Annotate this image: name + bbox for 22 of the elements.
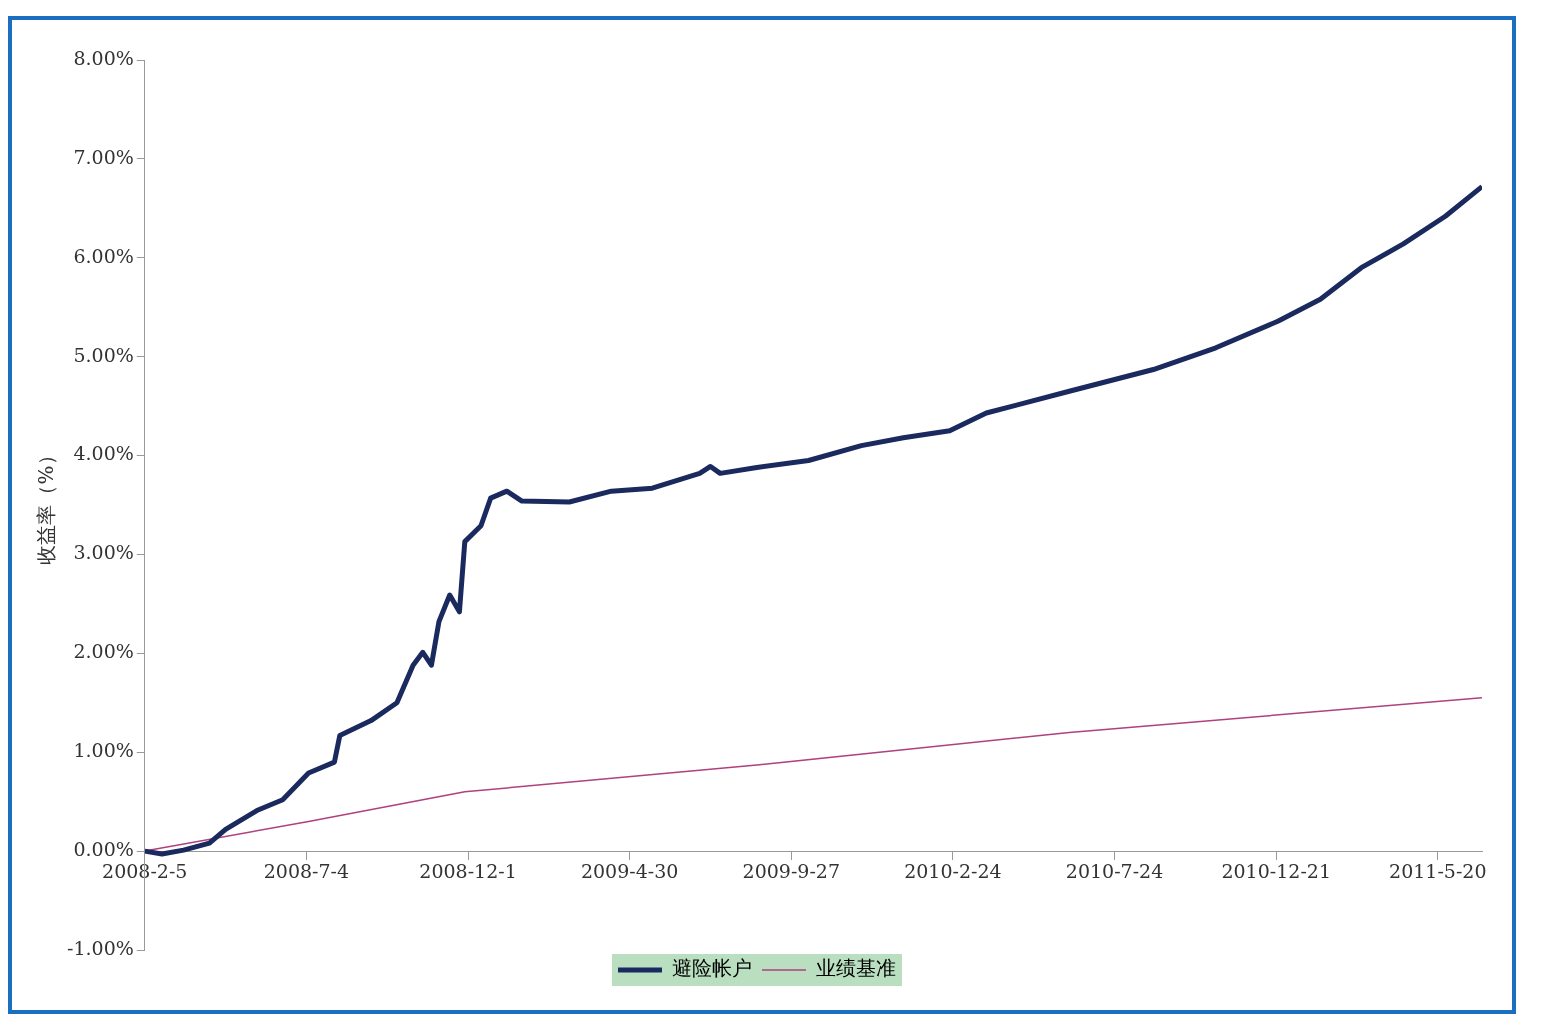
y-tick-label: 8.00% — [73, 46, 134, 69]
y-tick-label: 2.00% — [73, 640, 134, 663]
y-tick-label: 6.00% — [73, 244, 134, 267]
x-tick-label: 2010-2-24 — [904, 860, 1002, 883]
x-tick-label: 2010-12-21 — [1221, 860, 1331, 883]
legend-label: 业绩基准 — [816, 956, 896, 981]
x-tick-label: 2008-12-1 — [419, 860, 517, 883]
x-tick-label: 2009-4-30 — [580, 860, 679, 883]
y-tick-label: 0.00% — [73, 838, 134, 861]
y-tick-label: 4.00% — [73, 442, 134, 465]
x-tick-label: 2009-9-27 — [742, 860, 841, 883]
y-tick-label: 7.00% — [73, 145, 134, 168]
y-tick-label: -1.00% — [67, 936, 134, 959]
y-axis-title: 收益率（%） — [34, 445, 59, 565]
x-tick-label: 2011-5-20 — [1389, 860, 1487, 883]
x-tick-label: 2008-2-5 — [102, 860, 188, 883]
legend-label: 避险帐户 — [672, 956, 752, 981]
y-tick-label: 5.00% — [73, 343, 134, 366]
x-tick-label: 2008-7-4 — [263, 860, 350, 883]
y-tick-label: 3.00% — [73, 541, 134, 564]
y-tick-label: 1.00% — [73, 739, 134, 762]
x-tick-label: 2010-7-24 — [1065, 860, 1164, 883]
